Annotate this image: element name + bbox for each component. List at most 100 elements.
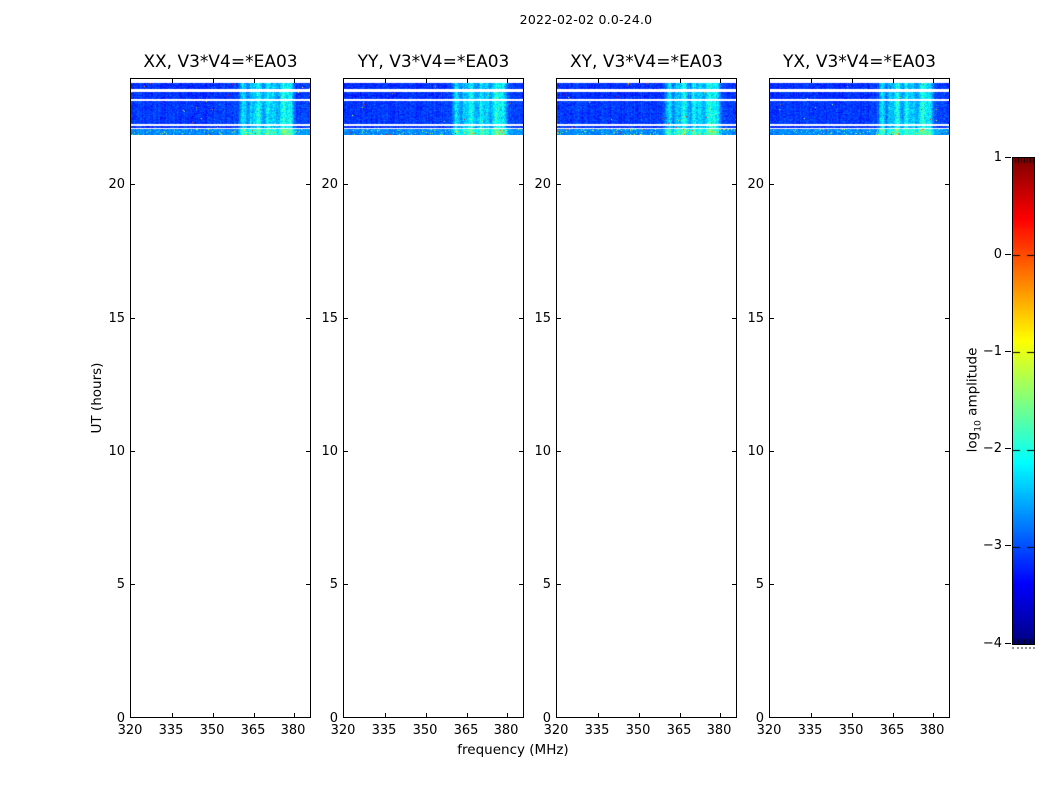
- colorbar-tick-label: −4: [982, 635, 1002, 651]
- spectrogram-panel: [343, 78, 524, 718]
- y-tick-mark: [519, 317, 523, 319]
- x-tick-label: 350: [199, 723, 225, 738]
- x-tick-label: 320: [330, 723, 356, 738]
- x-tick-mark: [466, 713, 468, 717]
- y-tick-mark: [557, 317, 561, 319]
- y-tick-mark: [732, 584, 736, 586]
- x-tick-mark: [171, 713, 173, 717]
- y-tick-label: 0: [755, 710, 764, 726]
- x-tick-mark: [253, 713, 255, 717]
- y-tick-mark: [945, 184, 949, 186]
- x-tick-mark: [679, 79, 681, 83]
- x-tick-mark: [892, 79, 894, 83]
- colorbar-tick-label: −1: [982, 343, 1002, 359]
- x-tick-mark: [810, 79, 812, 83]
- y-tick-label: 20: [108, 177, 125, 193]
- x-tick-mark: [719, 79, 721, 83]
- x-tick-label: 380: [919, 723, 945, 738]
- x-tick-mark: [425, 79, 427, 83]
- panel-title: XY, V3*V4=*EA03: [570, 52, 723, 72]
- y-tick-label: 10: [108, 443, 125, 459]
- x-tick-label: 380: [493, 723, 519, 738]
- x-tick-mark: [293, 713, 295, 717]
- x-tick-label: 335: [371, 723, 397, 738]
- x-tick-mark: [466, 79, 468, 83]
- x-tick-mark: [638, 79, 640, 83]
- colorbar-canvas: [1013, 158, 1034, 644]
- x-tick-mark: [597, 79, 599, 83]
- y-tick-mark: [131, 317, 135, 319]
- y-tick-mark: [344, 584, 348, 586]
- x-tick-label: 350: [625, 723, 651, 738]
- y-tick-mark: [131, 584, 135, 586]
- panel-title: YX, V3*V4=*EA03: [783, 52, 936, 72]
- x-tick-mark: [851, 79, 853, 83]
- y-tick-label: 20: [534, 177, 551, 193]
- y-tick-label: 15: [534, 310, 551, 326]
- x-tick-label: 335: [584, 723, 610, 738]
- x-tick-mark: [638, 713, 640, 717]
- y-tick-label: 5: [116, 577, 125, 593]
- x-tick-label: 380: [706, 723, 732, 738]
- y-tick-label: 15: [108, 310, 125, 326]
- y-tick-mark: [945, 450, 949, 452]
- x-tick-mark: [932, 713, 934, 717]
- colorbar-tick-mark: [1005, 448, 1011, 450]
- panel-title: XX, V3*V4=*EA03: [143, 52, 298, 72]
- x-tick-label: 365: [666, 723, 692, 738]
- x-tick-mark: [506, 79, 508, 83]
- y-axis-label: UT (hours): [89, 362, 105, 434]
- colorbar-label-log: log: [964, 431, 981, 453]
- y-tick-mark: [770, 184, 774, 186]
- x-tick-mark: [253, 79, 255, 83]
- colorbar-tick-mark: [1005, 350, 1011, 352]
- colorbar-tick-mark: [1005, 156, 1011, 158]
- y-tick-label: 5: [542, 577, 551, 593]
- x-tick-label: 320: [543, 723, 569, 738]
- x-tick-mark: [892, 713, 894, 717]
- x-tick-mark: [851, 713, 853, 717]
- y-tick-mark: [770, 450, 774, 452]
- colorbar-tick-mark: [1005, 253, 1011, 255]
- x-tick-label: 335: [158, 723, 184, 738]
- x-tick-label: 335: [797, 723, 823, 738]
- x-tick-label: 365: [453, 723, 479, 738]
- y-tick-mark: [945, 584, 949, 586]
- spectrogram-canvas: [131, 82, 310, 135]
- y-tick-mark: [306, 584, 310, 586]
- y-tick-label: 0: [116, 710, 125, 726]
- y-tick-mark: [306, 184, 310, 186]
- figure-title: 2022-02-02 0.0-24.0: [519, 12, 653, 27]
- x-tick-mark: [597, 713, 599, 717]
- y-tick-mark: [344, 317, 348, 319]
- y-tick-mark: [557, 584, 561, 586]
- y-tick-label: 15: [747, 310, 764, 326]
- x-tick-label: 320: [117, 723, 143, 738]
- y-tick-mark: [945, 317, 949, 319]
- colorbar-tick-mark: [1005, 545, 1011, 547]
- colorbar-tick-mark: [1005, 642, 1011, 644]
- colorbar-tick-label: −3: [982, 538, 1002, 554]
- panel-title: YY, V3*V4=*EA03: [357, 52, 510, 72]
- y-tick-label: 0: [542, 710, 551, 726]
- y-tick-mark: [732, 184, 736, 186]
- y-tick-mark: [557, 450, 561, 452]
- colorbar: [1012, 157, 1035, 645]
- colorbar-label-amp: amplitude: [964, 347, 981, 421]
- x-tick-mark: [384, 79, 386, 83]
- y-tick-label: 20: [321, 177, 338, 193]
- spectrogram-panel: [556, 78, 737, 718]
- x-tick-label: 350: [412, 723, 438, 738]
- y-tick-mark: [131, 450, 135, 452]
- x-tick-mark: [425, 713, 427, 717]
- y-tick-label: 20: [747, 177, 764, 193]
- colorbar-label-sub: 10: [972, 420, 984, 432]
- colorbar-end-dots: [1012, 647, 1035, 649]
- y-tick-mark: [131, 184, 135, 186]
- y-tick-label: 15: [321, 310, 338, 326]
- x-tick-label: 320: [756, 723, 782, 738]
- x-tick-mark: [810, 713, 812, 717]
- y-tick-label: 10: [321, 443, 338, 459]
- x-tick-label: 350: [838, 723, 864, 738]
- y-tick-mark: [732, 450, 736, 452]
